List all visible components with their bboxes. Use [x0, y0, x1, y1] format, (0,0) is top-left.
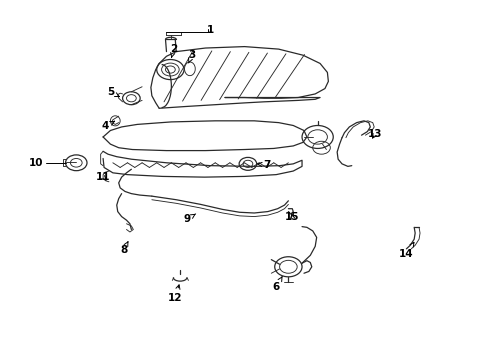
Text: 6: 6: [272, 276, 282, 292]
Text: 8: 8: [120, 242, 128, 255]
Text: 11: 11: [96, 172, 110, 182]
Text: 14: 14: [398, 242, 413, 258]
Text: 1: 1: [206, 25, 214, 35]
Text: 4: 4: [102, 121, 114, 131]
Text: 3: 3: [188, 50, 195, 63]
Text: 10: 10: [29, 158, 43, 168]
Text: 13: 13: [367, 129, 382, 139]
Text: 12: 12: [168, 285, 182, 303]
Text: 15: 15: [285, 212, 299, 221]
Text: 9: 9: [183, 214, 195, 224]
Text: 7: 7: [257, 160, 269, 170]
Text: 2: 2: [170, 44, 177, 57]
Text: 5: 5: [106, 87, 119, 97]
